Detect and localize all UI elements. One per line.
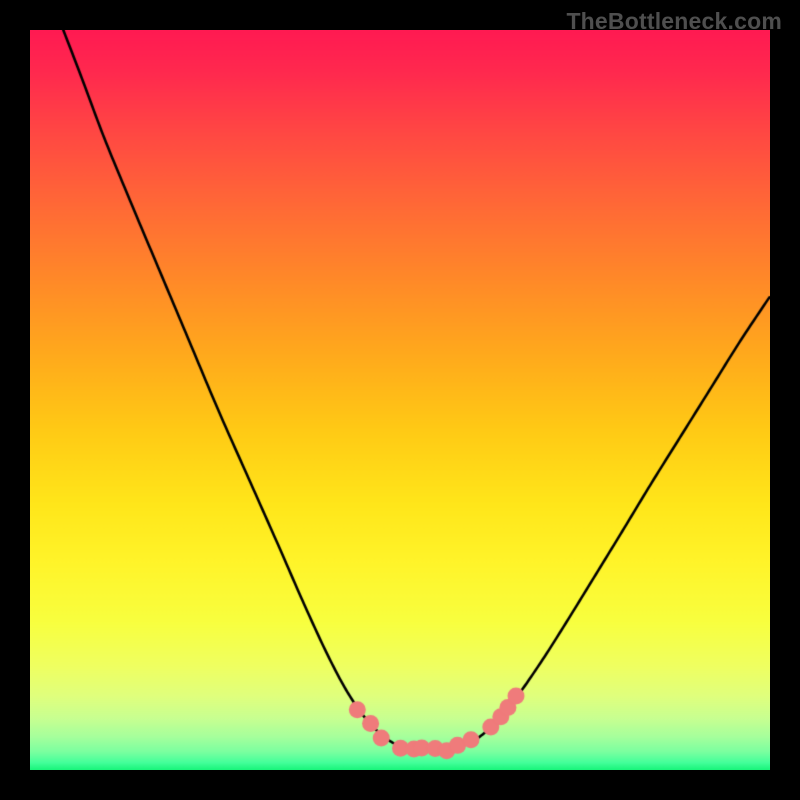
plot-area xyxy=(30,30,770,770)
watermark-text: TheBottleneck.com xyxy=(566,8,782,35)
bottleneck-chart xyxy=(30,30,770,770)
